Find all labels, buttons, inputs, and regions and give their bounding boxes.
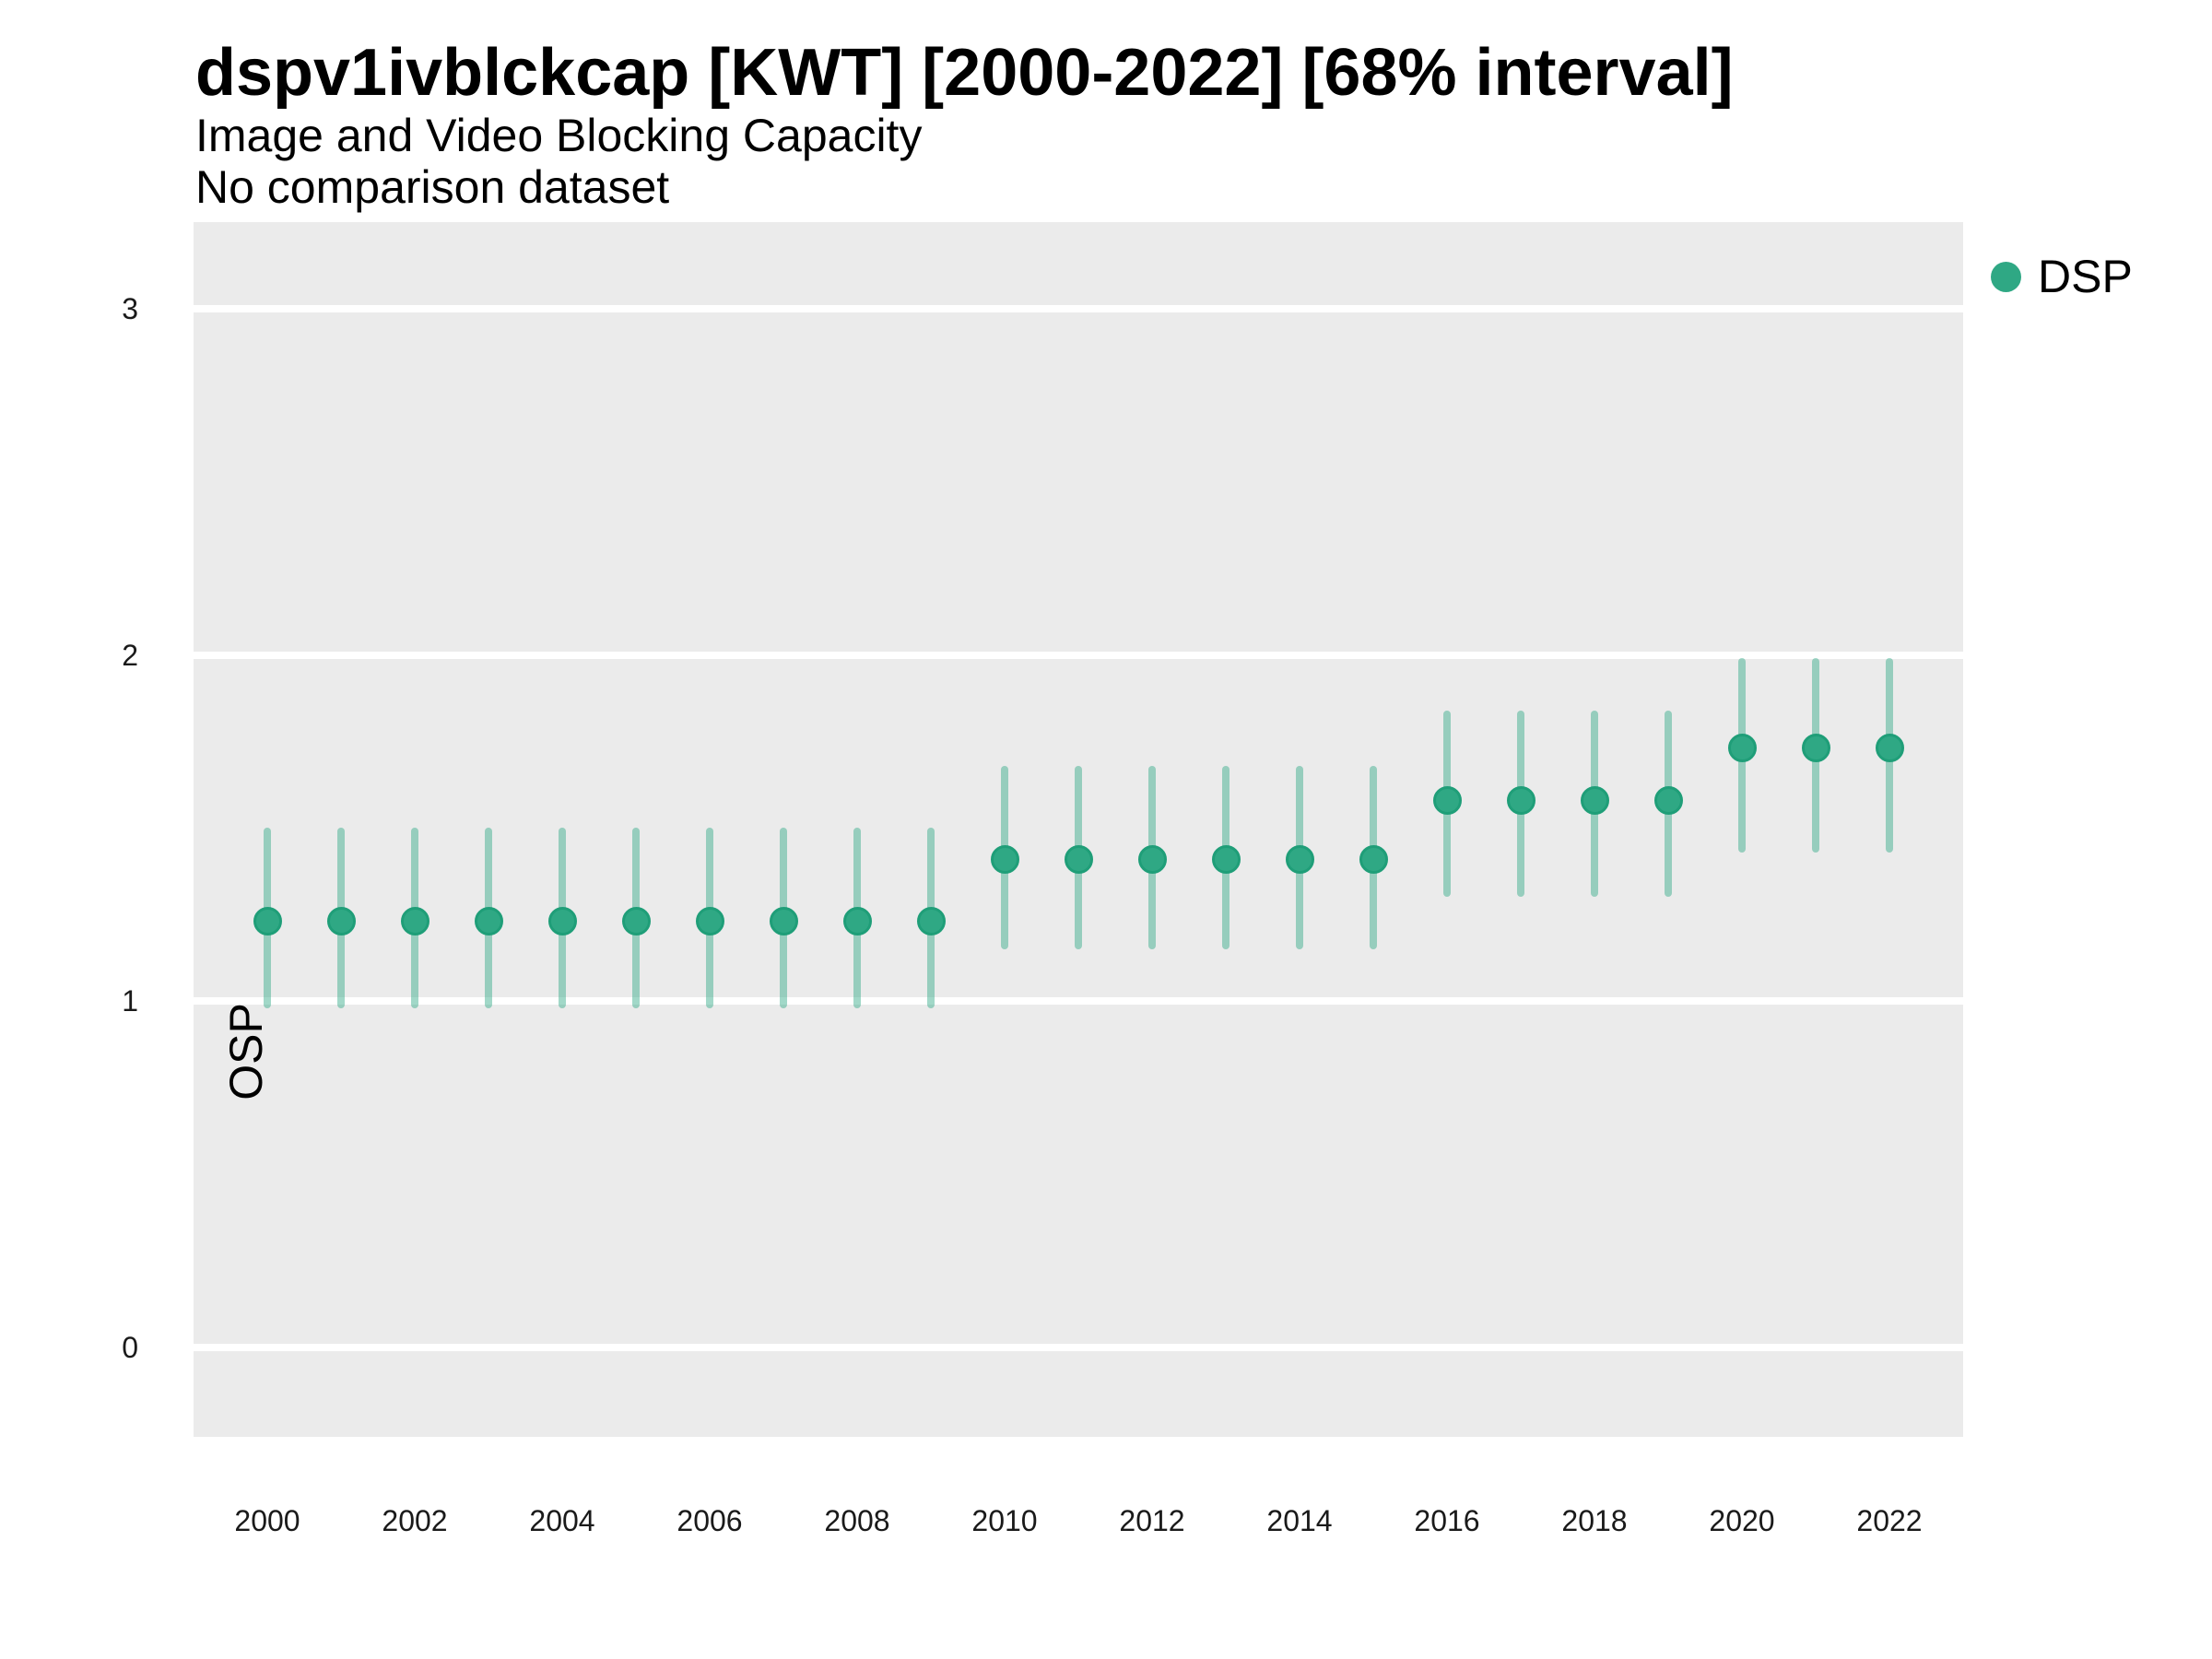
- y-tick-label-1: 1: [122, 984, 138, 1018]
- data-point-2017: [1506, 785, 1535, 815]
- x-tick-label-2008: 2008: [824, 1504, 890, 1537]
- data-point-2009: [916, 907, 946, 936]
- data-point-2010: [990, 844, 1019, 874]
- data-point-2020: [1727, 734, 1757, 763]
- legend-label-dsp: DSP: [2038, 251, 2133, 302]
- data-point-2016: [1432, 785, 1462, 815]
- x-tick-label-2016: 2016: [1414, 1504, 1480, 1537]
- y-tick-label-0: 0: [122, 1330, 138, 1364]
- data-point-2014: [1285, 844, 1314, 874]
- x-tick-label-2020: 2020: [1709, 1504, 1775, 1537]
- gridline-y-3: [194, 305, 1963, 312]
- x-tick-label-2014: 2014: [1266, 1504, 1333, 1537]
- data-point-2013: [1211, 844, 1241, 874]
- legend-marker-dsp: [1991, 261, 2021, 292]
- x-tick-label-2012: 2012: [1119, 1504, 1185, 1537]
- data-point-2011: [1064, 844, 1093, 874]
- y-tick-label-3: 3: [122, 292, 138, 325]
- data-point-2012: [1137, 844, 1167, 874]
- x-tick-label-2004: 2004: [529, 1504, 595, 1537]
- x-tick-label-2018: 2018: [1561, 1504, 1628, 1537]
- chart-subtitle: Image and Video Blocking Capacity: [195, 110, 923, 161]
- data-point-2022: [1875, 734, 1904, 763]
- data-point-2007: [769, 907, 798, 936]
- x-tick-label-2002: 2002: [382, 1504, 448, 1537]
- data-point-2015: [1359, 844, 1388, 874]
- x-tick-label-2010: 2010: [971, 1504, 1038, 1537]
- gridline-y-0: [194, 1343, 1963, 1351]
- data-point-2005: [621, 907, 651, 936]
- data-point-2019: [1653, 785, 1683, 815]
- plot-panel: OSP 0 1 2 3 2000 2002 2004 2006 2008 2010 2012 2014…: [122, 222, 1963, 1537]
- legend: DSP: [1991, 251, 2133, 302]
- x-tick-label-2022: 2022: [1856, 1504, 1923, 1537]
- chart-subtitle-line2: No comparison dataset: [195, 161, 670, 213]
- data-point-2000: [253, 907, 282, 936]
- gridline-y-1: [194, 997, 1963, 1005]
- data-point-2003: [474, 907, 503, 936]
- data-point-2004: [547, 907, 577, 936]
- x-tick-label-2006: 2006: [677, 1504, 743, 1537]
- data-point-2001: [326, 907, 356, 936]
- data-point-2008: [842, 907, 872, 936]
- data-point-2006: [695, 907, 724, 936]
- chart-title: dspv1ivblckcap [KWT] [2000-2022] [68% in…: [195, 36, 1734, 110]
- x-tick-label-2000: 2000: [234, 1504, 300, 1537]
- data-point-2002: [400, 907, 429, 936]
- data-point-2021: [1801, 734, 1830, 763]
- gridline-y-2: [194, 651, 1963, 659]
- data-point-2018: [1580, 785, 1609, 815]
- y-tick-label-2: 2: [122, 638, 138, 672]
